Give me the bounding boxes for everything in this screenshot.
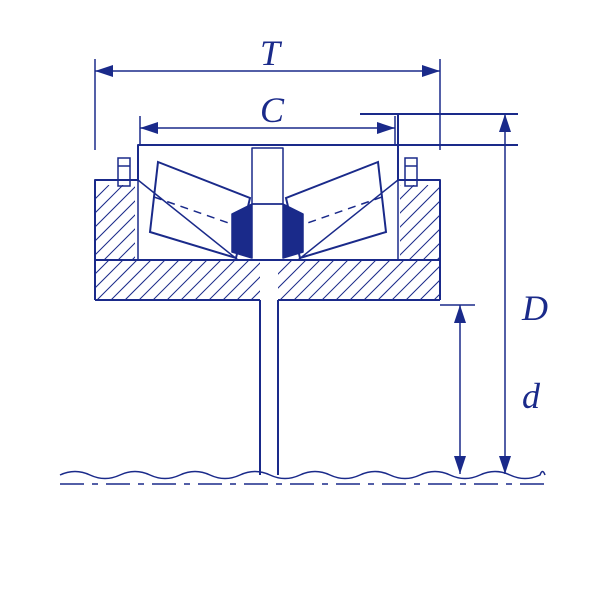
label-d: d (522, 378, 540, 414)
diagram-svg (0, 0, 600, 600)
diagram-stage: T C D d (0, 0, 600, 600)
label-T: T (260, 35, 280, 71)
label-C: C (260, 92, 284, 128)
label-D: D (522, 290, 548, 326)
